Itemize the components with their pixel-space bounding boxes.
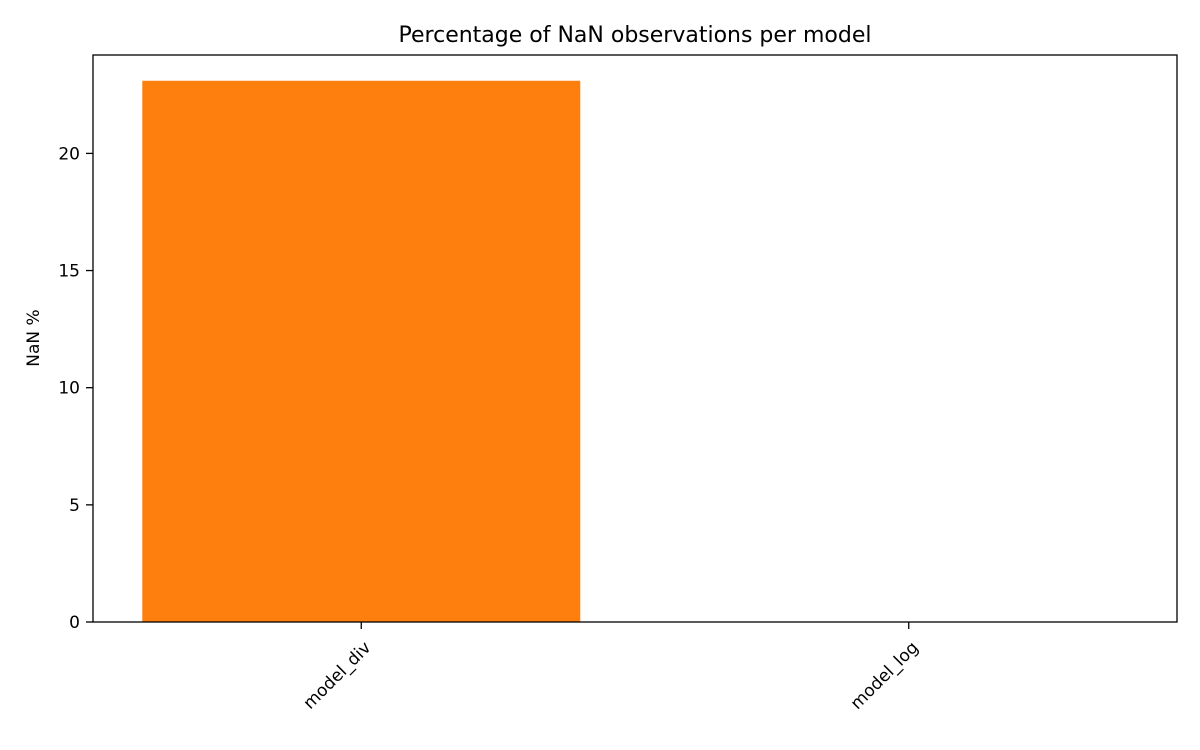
plot-area-frame (92, 54, 1178, 623)
y-tick-label: 15 (58, 262, 80, 282)
x-axis-ticks: model_div model_log (300, 622, 923, 714)
bars-layer (142, 80, 581, 623)
x-tick-label: model_log (847, 638, 923, 714)
y-tick-label: 0 (69, 613, 80, 633)
chart-title: Percentage of NaN observations per model (399, 23, 872, 48)
y-axis-label: NaN % (24, 309, 44, 366)
y-tick-label: 10 (58, 379, 80, 399)
bar-model-div (142, 80, 581, 623)
y-tick-label: 5 (69, 496, 80, 516)
y-tick-label: 20 (58, 144, 80, 164)
y-axis-ticks: 0 5 10 15 20 (58, 144, 93, 633)
x-tick-label: model_div (300, 638, 376, 714)
